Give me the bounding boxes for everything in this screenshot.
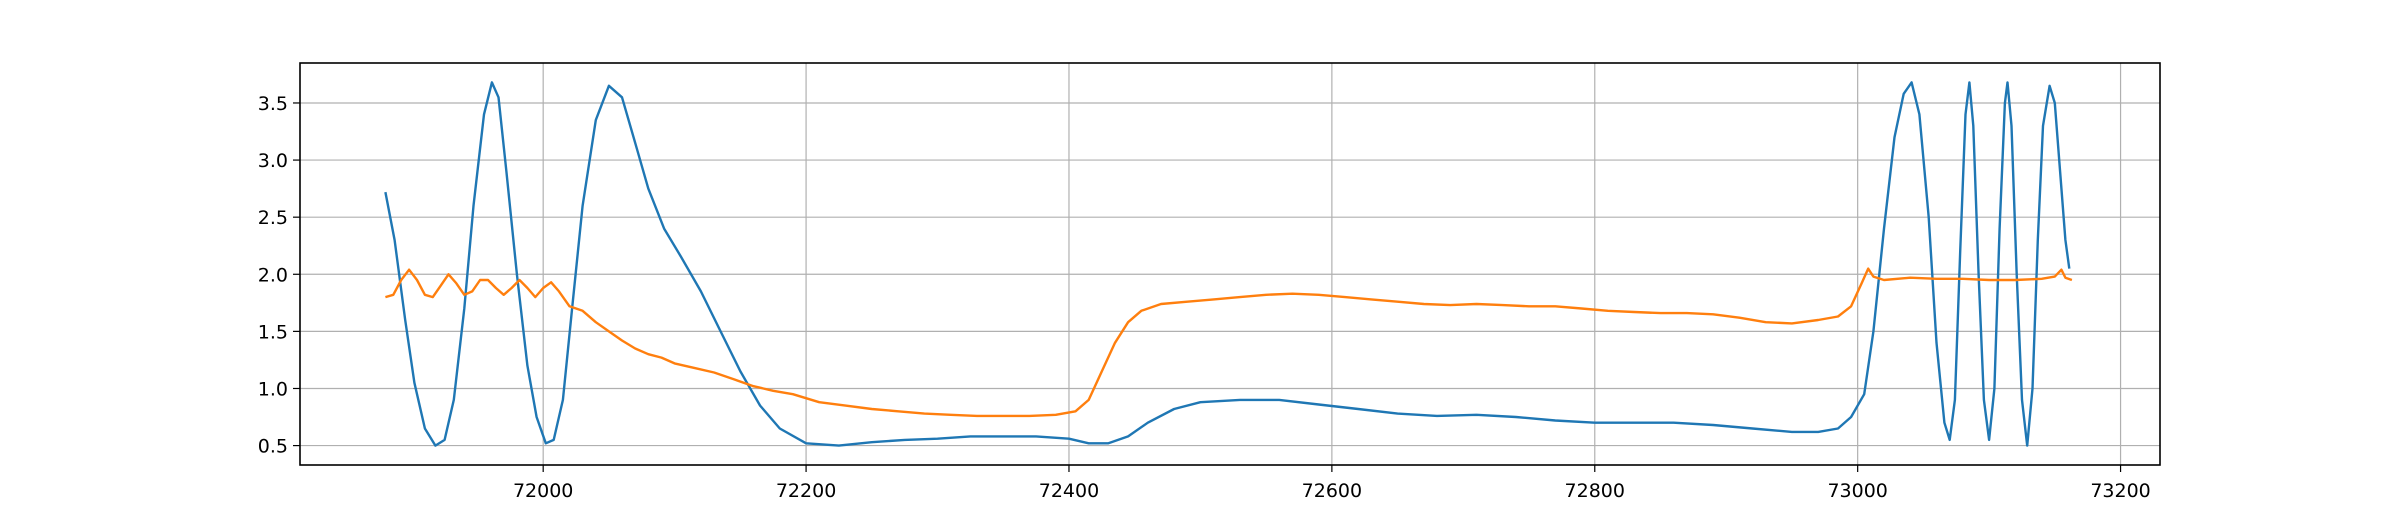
y-tick-label: 0.5 xyxy=(258,436,288,458)
series-2-line xyxy=(385,267,2073,418)
y-tick-label: 3.0 xyxy=(258,150,288,172)
plot-frame xyxy=(299,62,2161,466)
y-tick-label: 2.5 xyxy=(258,207,288,229)
x-tick-label: 72600 xyxy=(1302,480,1362,502)
axis-ticks: 72000 72200 72400 72600 72800 73000 73200 0.5 1.… xyxy=(258,93,2151,502)
x-tick-label: 72800 xyxy=(1565,480,1625,502)
grid-lines xyxy=(300,63,2160,465)
series-1-line xyxy=(384,81,2071,447)
x-tick-label: 73200 xyxy=(2090,480,2150,502)
x-tick-label: 72400 xyxy=(1039,480,1099,502)
series-layer xyxy=(384,81,2073,447)
y-tick-label: 1.5 xyxy=(258,321,288,343)
x-tick-label: 73000 xyxy=(1827,480,1887,502)
y-tick-label: 1.0 xyxy=(258,378,288,400)
x-tick-label: 72000 xyxy=(513,480,573,502)
y-tick-label: 2.0 xyxy=(258,264,288,286)
x-tick-label: 72200 xyxy=(776,480,836,502)
y-tick-label: 3.5 xyxy=(258,93,288,115)
